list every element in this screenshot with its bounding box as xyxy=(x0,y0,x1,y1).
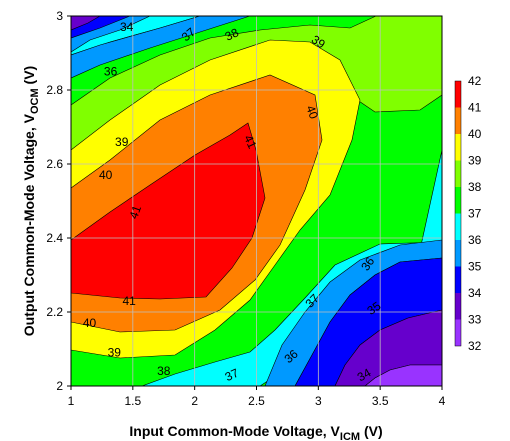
contour-label: 36 xyxy=(104,65,118,79)
x-tick-label: 3 xyxy=(315,394,322,408)
legend-swatch-35 xyxy=(455,266,461,293)
contour-label: 34 xyxy=(120,20,134,34)
legend-swatch-33 xyxy=(455,319,461,346)
y-tick-label: 2.4 xyxy=(46,231,63,245)
legend-frame xyxy=(454,80,462,347)
color-legend: 32 33 34 35 36 37 38 39 40 41 42 xyxy=(454,74,482,353)
legend-label: 35 xyxy=(468,260,482,274)
legend-swatch-41 xyxy=(455,107,461,134)
contour-label: 38 xyxy=(157,364,171,378)
y-axis-title-unit: (V) xyxy=(21,66,37,89)
x-axis-title: Input Common-Mode Voltage, VICM (V) xyxy=(129,423,382,441)
y-axis-title-main: Output Common-Mode Voltage, V xyxy=(21,113,37,336)
legend-swatch-34 xyxy=(455,293,461,320)
legend-label: 36 xyxy=(468,233,482,247)
x-tick-label: 2.5 xyxy=(248,394,265,408)
legend-label: 39 xyxy=(468,154,482,168)
legend-swatch-40 xyxy=(455,134,461,161)
contour-label: 39 xyxy=(115,135,129,149)
y-tick-label: 2.8 xyxy=(46,83,63,97)
contour-label: 40 xyxy=(99,168,113,182)
legend-swatch-42 xyxy=(455,81,461,108)
y-axis-title-subscript: OCM xyxy=(29,88,41,114)
y-tick-label: 3 xyxy=(56,9,63,23)
x-axis-ticks: 1 1.5 2 2.5 3 3.5 4 xyxy=(68,386,446,408)
contour-label: 41 xyxy=(241,133,259,151)
x-tick-label: 4 xyxy=(439,394,446,408)
x-tick-label: 3.5 xyxy=(372,394,389,408)
y-tick-label: 2.6 xyxy=(46,157,63,171)
contour-band-42 xyxy=(71,122,266,300)
legend-label: 32 xyxy=(468,339,482,353)
x-axis-title-subscript: ICM xyxy=(340,431,360,441)
legend-label: 42 xyxy=(468,74,482,88)
contour-band-36 xyxy=(71,16,251,79)
contour-label: 38 xyxy=(223,25,241,43)
y-tick-label: 2.2 xyxy=(46,305,63,319)
contour-label: 41 xyxy=(122,294,136,308)
contour-label: 41 xyxy=(126,203,144,221)
contour-band-33 xyxy=(364,364,442,386)
contour-label: 40 xyxy=(83,316,97,330)
legend-swatch-36 xyxy=(455,240,461,267)
x-tick-label: 1 xyxy=(68,394,75,408)
legend-swatch-37 xyxy=(455,213,461,240)
contour-fills xyxy=(71,16,442,386)
y-axis-title: Output Common-Mode Voltage, VOCM (V) xyxy=(21,66,41,336)
y-axis-ticks: 2 2.2 2.4 2.6 2.8 3 xyxy=(46,9,71,393)
legend-swatch-38 xyxy=(455,187,461,214)
y-tick-label: 2 xyxy=(56,379,63,393)
x-axis-title-main: Input Common-Mode Voltage, V xyxy=(129,423,340,439)
legend-swatch-39 xyxy=(455,160,461,187)
contour-band-34 xyxy=(71,16,101,31)
legend-label: 34 xyxy=(468,286,482,300)
legend-label: 40 xyxy=(468,127,482,141)
legend-label: 41 xyxy=(468,101,482,115)
legend-label: 37 xyxy=(468,207,482,221)
contour-label: 37 xyxy=(223,366,241,384)
legend-label: 33 xyxy=(468,313,482,327)
x-axis-title-unit: (V) xyxy=(360,423,383,439)
contour-label: 34 xyxy=(355,365,374,384)
legend-label: 38 xyxy=(468,180,482,194)
contour-label: 40 xyxy=(303,104,321,122)
x-tick-label: 2 xyxy=(191,394,198,408)
x-tick-label: 1.5 xyxy=(124,394,141,408)
contour-label: 39 xyxy=(108,346,122,360)
